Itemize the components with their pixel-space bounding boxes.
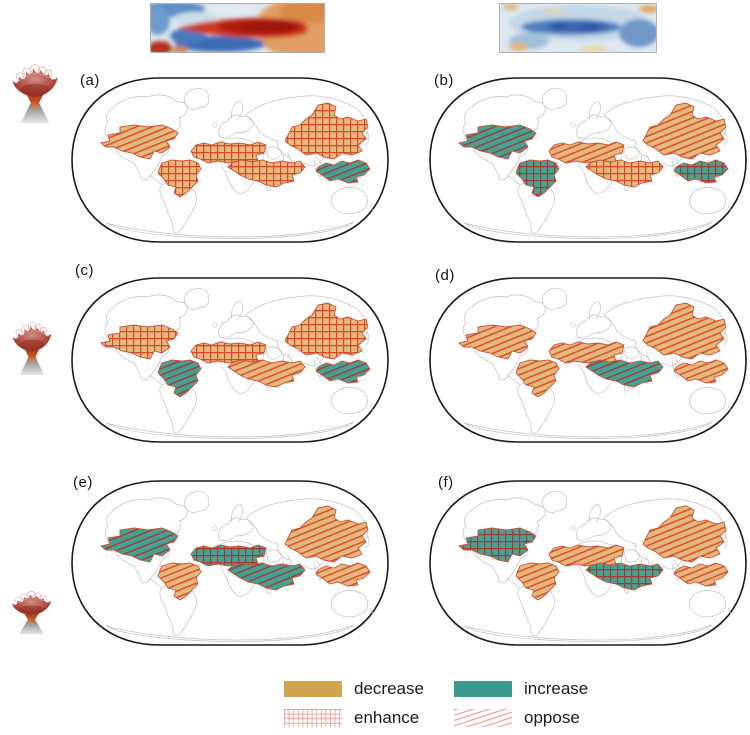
legend-swatch-increase <box>454 681 512 697</box>
world-map-c <box>71 277 389 443</box>
world-map-f <box>429 480 747 646</box>
legend-swatch-enhance <box>284 709 342 727</box>
panel-label: (b) <box>434 72 454 89</box>
world-map-e <box>71 480 389 646</box>
region-north-africa <box>548 341 625 364</box>
legend: decrease increase enhance oppose <box>284 679 616 728</box>
legend-swatch-decrease <box>284 681 342 697</box>
world-map-a <box>71 77 389 243</box>
panel-d: (d) <box>428 267 748 445</box>
legend-label-decrease: decrease <box>354 679 424 698</box>
panel-b: (b) <box>428 72 748 245</box>
legend-label-oppose: oppose <box>524 708 580 727</box>
legend-label-increase: increase <box>524 679 589 698</box>
legend-swatch-oppose <box>454 709 512 727</box>
panel-c: (c) <box>70 262 390 445</box>
world-map-d <box>429 277 747 443</box>
panel-label: (f) <box>438 474 454 491</box>
world-map-b <box>429 77 747 243</box>
volcano-eruption-icon-row2 <box>12 321 52 376</box>
panel-label: (d) <box>435 267 455 284</box>
region-north-africa <box>190 141 267 164</box>
volcano-eruption-icon-row1 <box>12 64 58 124</box>
panel-label: (e) <box>73 474 93 491</box>
region-north-africa <box>190 341 267 364</box>
panel-e: (e) <box>70 474 390 648</box>
region-north-africa <box>548 544 625 567</box>
panel-a: (a) <box>70 72 390 245</box>
panel-label: (c) <box>75 262 94 279</box>
volcano-eruption-icon-row3 <box>11 590 52 635</box>
lanina-cold-sst-anomaly-map <box>499 3 657 53</box>
legend-label-enhance: enhance <box>354 708 420 727</box>
panel-f: (f) <box>428 474 748 648</box>
panel-label: (a) <box>80 72 100 89</box>
elnino-warm-sst-anomaly-map <box>150 3 325 53</box>
region-north-africa <box>548 141 625 164</box>
region-north-africa <box>190 544 267 567</box>
